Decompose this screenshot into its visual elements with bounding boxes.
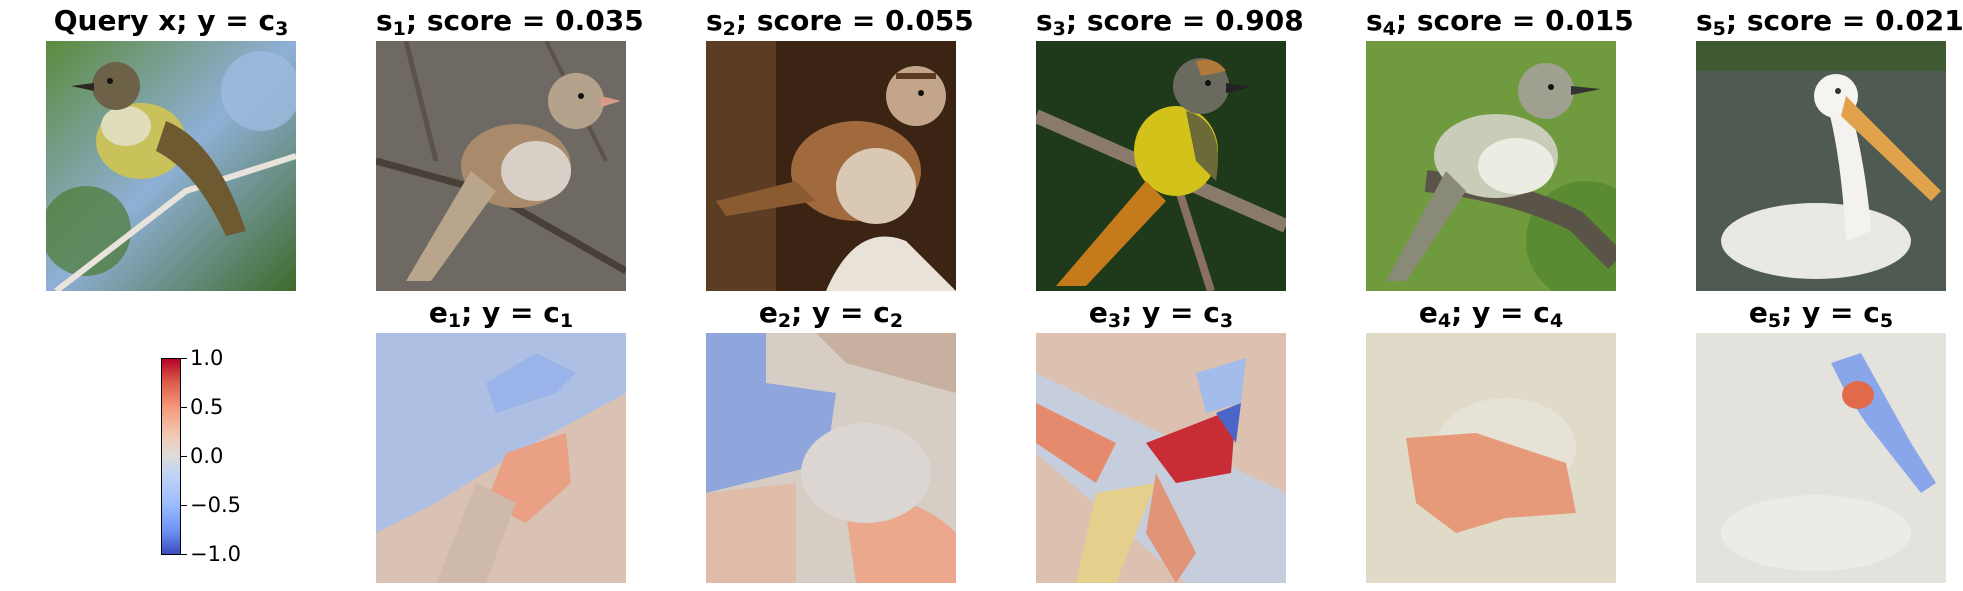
colorbar-tick: [181, 407, 187, 408]
candidate-pelican-image-5: [1696, 41, 1946, 291]
explanation-title-2: e2; y = c2: [758, 296, 904, 332]
candidate-bird-image-4: [1366, 41, 1616, 291]
explanation-title-4: e4; y = c4: [1418, 296, 1564, 332]
candidate-title-2: s2; score = 0.055: [706, 4, 974, 40]
candidate-bird-image-2: [706, 41, 956, 291]
explanation-heatmap-4: [1366, 333, 1616, 583]
query-bird-image: [46, 41, 296, 291]
colorbar: [161, 358, 181, 555]
candidate-bird-image-1: [376, 41, 626, 291]
colorbar-tick-label: −0.5: [190, 493, 241, 517]
colorbar-tick-label: 0.0: [190, 444, 224, 468]
explanation-heatmap-2: [706, 333, 956, 583]
colorbar-tick: [181, 456, 187, 457]
explanation-title-3: e3; y = c3: [1088, 296, 1234, 332]
explanation-heatmap-5: [1696, 333, 1946, 583]
query-title: Query x; y = c3: [53, 4, 289, 40]
colorbar-tick-label: 0.5: [190, 395, 224, 419]
candidate-title-3: s3; score = 0.908: [1036, 4, 1304, 40]
candidate-title-1: s1; score = 0.035: [376, 4, 644, 40]
candidate-bird-image-3: [1036, 41, 1286, 291]
explanation-title-5: e5; y = c5: [1748, 296, 1894, 332]
colorbar-tick-label: 1.0: [190, 346, 224, 370]
colorbar-tick: [181, 358, 187, 359]
colorbar-tick-label: −1.0: [190, 542, 241, 566]
candidate-title-4: s4; score = 0.015: [1366, 4, 1634, 40]
explanation-heatmap-3: [1036, 333, 1286, 583]
colorbar-tick: [181, 505, 187, 506]
colorbar-tick: [181, 554, 187, 555]
explanation-title-1: e1; y = c1: [428, 296, 574, 332]
candidate-title-5: s5; score = 0.021: [1696, 4, 1963, 40]
explanation-heatmap-1: [376, 333, 626, 583]
